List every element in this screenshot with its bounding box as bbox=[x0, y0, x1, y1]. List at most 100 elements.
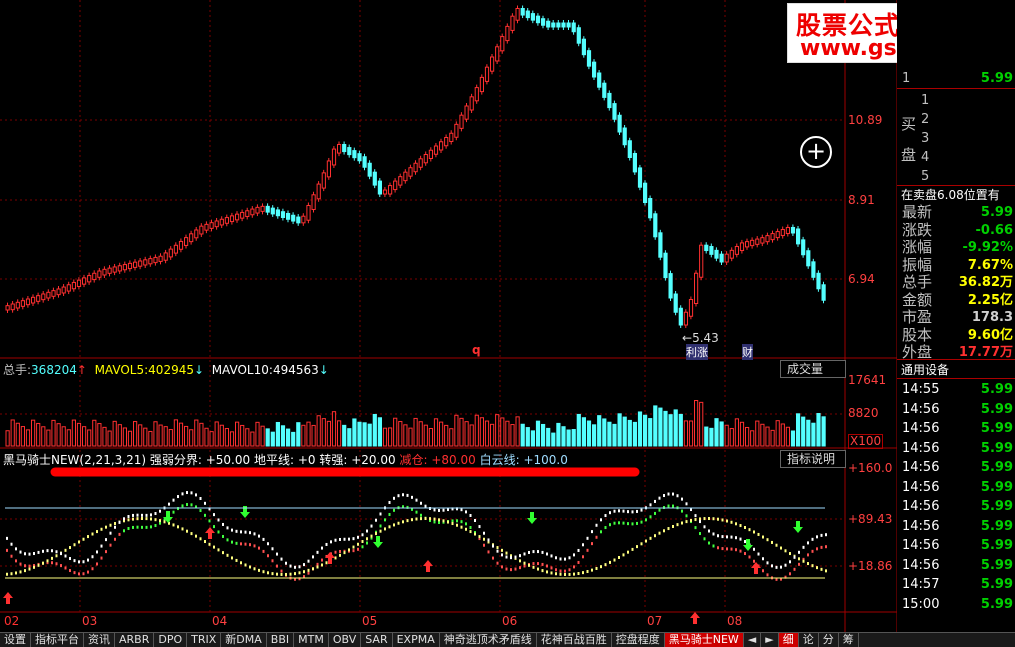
news-mark[interactable]: q bbox=[472, 343, 481, 357]
indicator-help-button[interactable]: 指标说明 bbox=[780, 450, 846, 468]
quote-stat-row: 金额 2.25亿 bbox=[897, 290, 1015, 309]
tick-row: 14:56 5.99 bbox=[902, 421, 1013, 436]
price-axis-label: 8.91 bbox=[848, 193, 875, 207]
x-axis-label: 07 bbox=[647, 614, 663, 628]
indicator-tab[interactable]: BBI bbox=[267, 633, 295, 647]
zoom-plus-icon[interactable]: + bbox=[800, 136, 832, 168]
sell-row: 1 5.99 bbox=[902, 71, 1013, 86]
indicator-tab[interactable]: 新DMA bbox=[221, 633, 267, 647]
x-axis-label: 05 bbox=[362, 614, 378, 628]
sell-arrow-icon bbox=[163, 511, 173, 523]
tick-row: 14:55 5.99 bbox=[902, 382, 1013, 397]
order-notice: 在卖盘6.08位置有 bbox=[901, 188, 1000, 202]
price-axis-label: 10.89 bbox=[848, 113, 883, 127]
indicator-axis-label: +160.0 bbox=[848, 461, 893, 475]
tick-row: 14:57 5.99 bbox=[902, 577, 1013, 592]
tab-scroll-arrow[interactable]: ► bbox=[761, 633, 779, 647]
buy-arrow-icon bbox=[325, 552, 335, 564]
indicator-tab[interactable]: TRIX bbox=[187, 633, 222, 647]
quote-stat-label: 涨幅 bbox=[902, 238, 933, 256]
indicator-tab[interactable]: 资讯 bbox=[84, 633, 115, 647]
tick-row: 14:56 5.99 bbox=[902, 440, 1013, 456]
tick-row: 14:56 5.99 bbox=[902, 460, 1013, 475]
indicator-tab[interactable]: OBV bbox=[329, 633, 362, 647]
indicator-legend: 黑马骑士NEW(2,21,3,21) 强弱分界: +50.00 地平线: +0 … bbox=[3, 453, 568, 467]
indicator-tab-bar: 设置 指标平台 资讯 ARBR DPO TRIX 新DMA BBI MTM OBV SAR EXPMA… bbox=[0, 632, 1015, 647]
tick-row: 14:56 5.99 bbox=[902, 479, 1013, 495]
buy-arrow-icon bbox=[690, 612, 700, 624]
x-axis-label: 08 bbox=[727, 614, 743, 628]
tick-row: 14:56 5.99 bbox=[902, 538, 1013, 553]
sell-arrow-icon bbox=[240, 506, 250, 518]
x-axis-label: 06 bbox=[502, 614, 518, 628]
quote-stat-label: 涨跌 bbox=[902, 220, 933, 239]
quote-stat-row: 外盘 17.77万 bbox=[897, 344, 1015, 361]
quote-stat-row: 最新 5.99 bbox=[897, 204, 1015, 221]
quote-stat-label: 总手 bbox=[902, 273, 933, 291]
quote-stat-row: 涨幅 -9.92% bbox=[897, 239, 1015, 256]
buy-arrow-icon bbox=[205, 527, 215, 539]
quote-stat-label: 振幅 bbox=[902, 255, 933, 274]
x-axis-label: 03 bbox=[82, 614, 98, 628]
news-mark[interactable]: 财 bbox=[742, 344, 753, 360]
volume-unit-label: X100 bbox=[848, 434, 884, 449]
low-price-label: 5.43 bbox=[692, 331, 719, 345]
quote-stat-label: 最新 bbox=[902, 203, 933, 221]
indicator-tab[interactable]: ARBR bbox=[115, 633, 155, 647]
quote-stat-row: 总手 36.82万 bbox=[897, 274, 1015, 291]
volume-chart-button[interactable]: 成交量 bbox=[780, 360, 846, 378]
panel-tab[interactable]: 分 bbox=[819, 633, 839, 647]
tab-scroll-arrow[interactable]: ◄ bbox=[744, 633, 762, 647]
panel-tab[interactable]: 筹 bbox=[839, 633, 859, 647]
buy-label: 买 bbox=[901, 115, 917, 133]
sell-arrow-icon bbox=[743, 539, 753, 551]
indicator-tab[interactable]: DPO bbox=[154, 633, 188, 647]
sell-arrow-icon bbox=[793, 521, 803, 533]
price-axis-label: 6.94 bbox=[848, 272, 875, 286]
quote-stat-value: 7.67% bbox=[967, 257, 1013, 273]
indicator-axis-label: +89.43 bbox=[848, 512, 893, 526]
quote-stat-row: 涨跌 -0.66 bbox=[897, 220, 1015, 239]
panel-tab[interactable]: 细 bbox=[778, 633, 799, 647]
x-axis-label: 04 bbox=[212, 614, 228, 628]
quote-stat-row: 市盈 178.3 bbox=[897, 309, 1015, 326]
quote-stat-value: 36.82万 bbox=[958, 275, 1013, 290]
tick-row: 14:56 5.99 bbox=[902, 557, 1013, 573]
quote-stat-value: 9.60亿 bbox=[967, 327, 1013, 343]
quote-stat-row: 股本 9.60亿 bbox=[897, 325, 1015, 344]
tick-row: 14:56 5.99 bbox=[902, 401, 1013, 417]
indicator-tab[interactable]: MTM bbox=[294, 633, 329, 647]
tick-row: 14:56 5.99 bbox=[902, 499, 1013, 514]
indicator-tab[interactable]: 黑马骑士NEW bbox=[664, 633, 744, 647]
quote-stat-value: -0.66 bbox=[975, 222, 1013, 238]
buy-label: 盘 bbox=[901, 146, 917, 164]
buy-arrow-icon bbox=[423, 560, 433, 572]
tick-row: 14:56 5.99 bbox=[902, 518, 1013, 534]
low-price-marker: ←5.43 bbox=[682, 331, 719, 345]
indicator-tab[interactable]: 设置 bbox=[0, 633, 31, 647]
quote-stat-value: 17.77万 bbox=[958, 345, 1013, 360]
quote-stat-row: 振幅 7.67% bbox=[897, 255, 1015, 274]
buy-arrow-icon bbox=[3, 592, 13, 604]
quote-stat-label: 市盈 bbox=[902, 308, 933, 326]
x-axis-label: 02 bbox=[4, 614, 20, 628]
quote-stat-label: 金额 bbox=[902, 290, 933, 309]
quote-stat-value: 5.99 bbox=[980, 205, 1013, 220]
panel-tab[interactable]: 论 bbox=[799, 633, 819, 647]
indicator-tab[interactable]: 控盘程度 bbox=[612, 633, 665, 647]
quote-stat-value: -9.92% bbox=[962, 240, 1014, 255]
quote-stat-value: 2.25亿 bbox=[967, 292, 1013, 308]
indicator-tab[interactable]: 神奇逃顶术矛盾线 bbox=[440, 633, 537, 647]
quote-stat-label: 外盘 bbox=[902, 343, 933, 361]
volume-legend: 总手:368204↑ MAVOL5:402945↓ MAVOL10:494563… bbox=[3, 363, 329, 377]
news-mark[interactable]: 利涨 bbox=[686, 344, 708, 360]
indicator-tab[interactable]: SAR bbox=[361, 633, 393, 647]
indicator-tab[interactable]: EXPMA bbox=[393, 633, 440, 647]
indicator-axis-label: +18.86 bbox=[848, 559, 893, 573]
indicator-tab[interactable]: 花神百战百胜 bbox=[537, 633, 612, 647]
volume-axis-label: 8820 bbox=[848, 406, 879, 420]
quote-stat-label: 股本 bbox=[902, 325, 933, 344]
indicator-tab[interactable]: 指标平台 bbox=[31, 633, 84, 647]
